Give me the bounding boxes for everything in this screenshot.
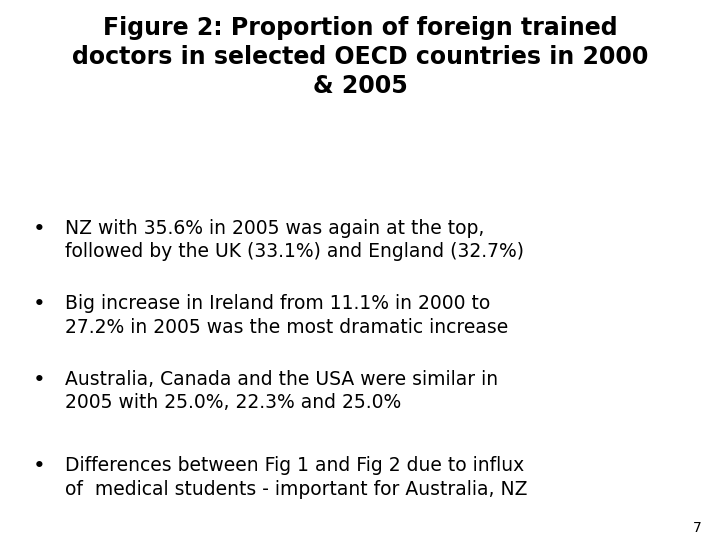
Text: •: • — [33, 370, 46, 390]
Text: Differences between Fig 1 and Fig 2 due to influx
of  medical students - importa: Differences between Fig 1 and Fig 2 due … — [65, 456, 527, 499]
Text: •: • — [33, 294, 46, 314]
Text: Figure 2: Proportion of foreign trained
doctors in selected OECD countries in 20: Figure 2: Proportion of foreign trained … — [72, 16, 648, 98]
Text: •: • — [33, 456, 46, 476]
Text: Australia, Canada and the USA were similar in
2005 with 25.0%, 22.3% and 25.0%: Australia, Canada and the USA were simil… — [65, 370, 498, 413]
Text: Big increase in Ireland from 11.1% in 2000 to
27.2% in 2005 was the most dramati: Big increase in Ireland from 11.1% in 20… — [65, 294, 508, 337]
Text: •: • — [33, 219, 46, 239]
Text: NZ with 35.6% in 2005 was again at the top,
followed by the UK (33.1%) and Engla: NZ with 35.6% in 2005 was again at the t… — [65, 219, 523, 261]
Text: 7: 7 — [693, 521, 702, 535]
